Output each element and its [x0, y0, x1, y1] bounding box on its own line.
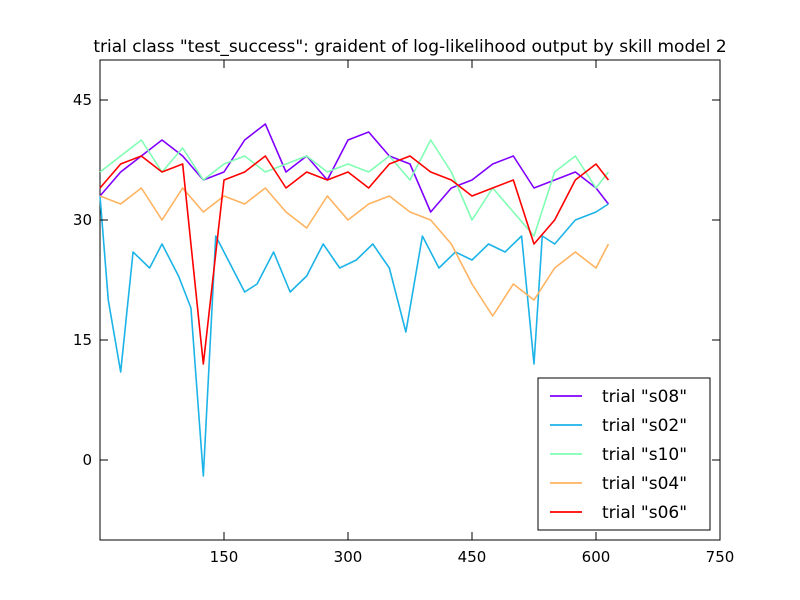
legend-label-1: trial "s02"	[602, 416, 687, 436]
legend-label-0: trial "s08"	[602, 387, 687, 407]
series-line-4	[99, 155, 610, 365]
x-tick-label-3: 600	[582, 548, 611, 566]
series-layer	[99, 123, 610, 477]
y-tick-label-3: 45	[73, 91, 92, 109]
axis-layer: 150 300 450 600 750 0 15 30 45	[73, 60, 734, 566]
legend-label-2: trial "s10"	[602, 445, 687, 465]
y-tick-label-2: 30	[73, 211, 92, 229]
legend-label-3: trial "s04"	[602, 474, 687, 494]
legend: trial "s08" trial "s02" trial "s10" trial "…	[537, 377, 711, 531]
series-line-0	[99, 123, 610, 213]
x-tick-label-1: 300	[334, 548, 363, 566]
series-line-1	[99, 195, 609, 477]
chart-title: trial class "test_success": graident of …	[93, 37, 726, 57]
x-tick-label-4: 750	[706, 548, 735, 566]
x-tick-label-2: 450	[458, 548, 487, 566]
legend-label-4: trial "s06"	[602, 503, 687, 523]
y-tick-label-1: 15	[73, 331, 92, 349]
y-tick-label-0: 0	[82, 451, 92, 469]
x-tick-label-0: 150	[210, 548, 239, 566]
